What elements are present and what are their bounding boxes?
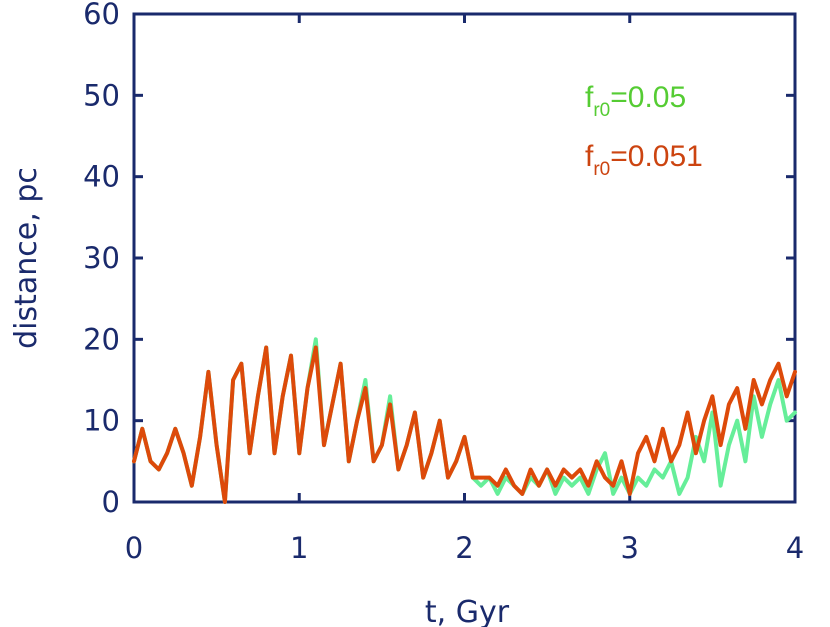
legend-sub-1: r0 (593, 159, 610, 180)
legend-value-0: =0.05 (610, 81, 686, 114)
y-axis-title: distance, pc (9, 167, 44, 349)
axis-ticks: 0 10 20 30 40 50 60 0 1 2 3 4 (83, 0, 804, 565)
legend-value-1: =0.051 (610, 140, 703, 173)
x-tick-label-0: 0 (125, 531, 143, 565)
legend-entry-fr0-0.05: fr0=0.05 (585, 81, 686, 121)
x-tick-label-2: 2 (455, 531, 473, 565)
x-tick-label-1: 1 (290, 531, 308, 565)
y-tick-label-1: 10 (83, 404, 120, 438)
legend-main-0: f (585, 81, 594, 114)
series-layer (132, 337, 797, 504)
legend-sub-0: r0 (593, 100, 610, 121)
y-tick-label-4: 40 (83, 160, 120, 194)
plot-frame (132, 12, 797, 504)
legend-main-1: f (585, 140, 594, 173)
y-tick-label-3: 30 (83, 241, 120, 275)
x-tick-label-4: 4 (786, 531, 804, 565)
x-axis-title: t, Gyr (425, 595, 510, 627)
series-line-0 (132, 337, 797, 504)
legend-entry-fr0-0.051: fr0=0.051 (585, 140, 703, 180)
y-tick-label-0: 0 (102, 485, 120, 519)
y-tick-label-6: 60 (83, 0, 120, 31)
x-tick-label-3: 3 (621, 531, 639, 565)
series-line-1 (132, 345, 797, 504)
y-tick-label-5: 50 (83, 78, 120, 112)
y-tick-label-2: 20 (83, 322, 120, 356)
